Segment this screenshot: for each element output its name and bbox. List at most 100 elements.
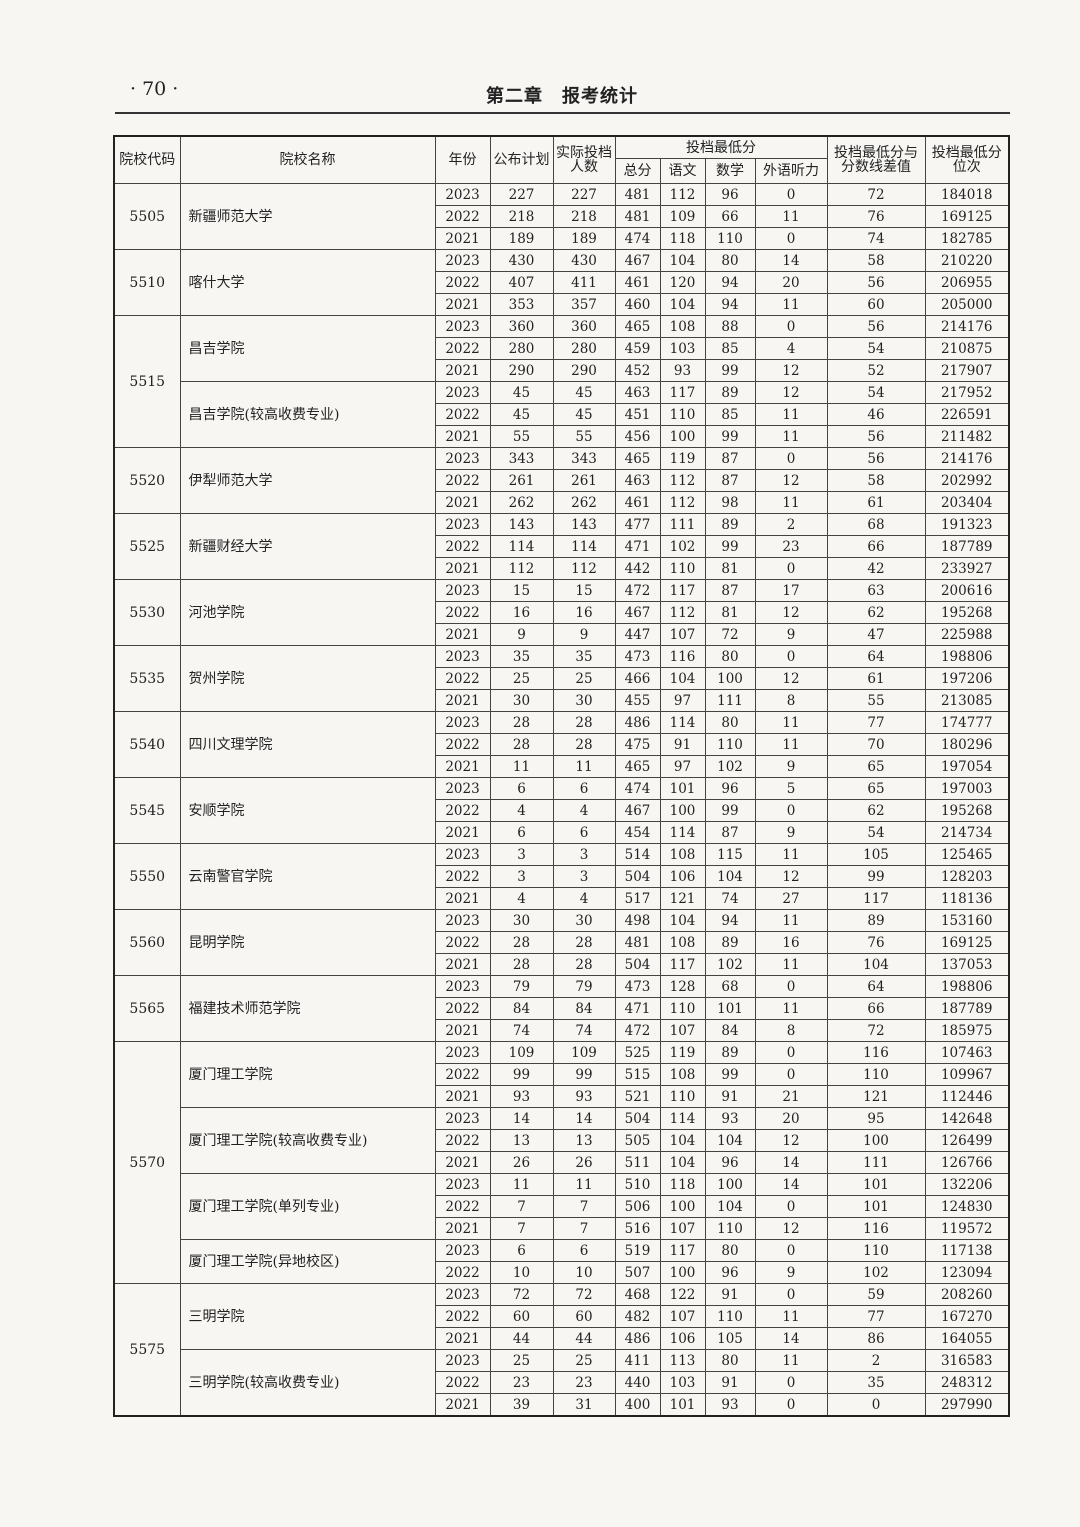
cell-rank: 226591	[924, 403, 1010, 426]
cell-actual: 343	[552, 447, 616, 470]
school-name: 喀什大学	[179, 249, 436, 316]
cell-math: 101	[704, 997, 756, 1020]
cell-plan: 10	[489, 1261, 554, 1284]
cell-actual: 28	[552, 953, 616, 976]
cell-listening: 11	[754, 1349, 828, 1372]
table-row: 厦门理工学院(较高收费专业) 2023 14 14 504 114 93 20 95 142648	[114, 1107, 1010, 1174]
cell-plan: 4	[489, 887, 554, 910]
cell-diff: 102	[826, 1261, 926, 1284]
table-row: 2022 7 7 506 100 104 0 101 124830	[114, 1195, 1010, 1218]
cell-year: 2022	[434, 601, 491, 624]
header-plan: 公布计划	[489, 135, 554, 184]
cell-chinese: 107	[659, 623, 706, 646]
cell-plan: 4	[489, 799, 554, 822]
cell-chinese: 117	[659, 1239, 706, 1262]
cell-year: 2021	[434, 953, 491, 976]
cell-rank: 107463	[924, 1041, 1010, 1064]
cell-total: 454	[614, 821, 661, 844]
cell-year: 2023	[434, 183, 491, 206]
header-year: 年份	[434, 135, 491, 184]
school-code: 5560	[113, 909, 181, 976]
cell-rank: 126766	[924, 1151, 1010, 1174]
cell-chinese: 108	[659, 1063, 706, 1086]
cell-rank: 214176	[924, 447, 1010, 470]
cell-listening: 9	[754, 821, 828, 844]
cell-year: 2021	[434, 887, 491, 910]
table-row: 5560 昆明学院 2023 30 30 498 104 94 11 89 153160	[113, 909, 1010, 976]
cell-actual: 35	[552, 645, 616, 668]
cell-rank: 214176	[924, 315, 1010, 338]
header-diff: 投档最低分与分数线差值	[826, 135, 926, 184]
cell-plan: 7	[489, 1195, 554, 1218]
cell-rank: 217952	[924, 381, 1010, 404]
cell-total: 411	[614, 1349, 661, 1372]
cell-plan: 25	[489, 667, 554, 690]
cell-rank: 119572	[924, 1217, 1010, 1240]
cell-diff: 72	[826, 183, 926, 206]
school-code: 5525	[113, 513, 181, 580]
school-code: 5565	[113, 975, 181, 1042]
cell-listening: 0	[754, 799, 828, 822]
cell-total: 504	[614, 865, 661, 888]
table-row: 2022 3 3 504 106 104 12 99 128203	[114, 865, 1010, 888]
cell-total: 481	[614, 931, 661, 954]
cell-plan: 6	[489, 777, 554, 800]
cell-chinese: 102	[659, 535, 706, 558]
cell-plan: 112	[489, 557, 554, 580]
cell-diff: 66	[826, 535, 926, 558]
cell-total: 514	[614, 843, 661, 866]
cell-actual: 15	[552, 579, 616, 602]
cell-rank: 208260	[924, 1283, 1010, 1306]
cell-diff: 56	[826, 425, 926, 448]
cell-plan: 407	[489, 271, 554, 294]
cell-diff: 101	[826, 1173, 926, 1196]
cell-plan: 261	[489, 469, 554, 492]
cell-plan: 44	[489, 1327, 554, 1350]
cell-rank: 167270	[924, 1305, 1010, 1328]
cell-actual: 189	[552, 227, 616, 250]
cell-rank: 123094	[924, 1261, 1010, 1284]
cell-plan: 23	[489, 1371, 554, 1394]
cell-math: 102	[704, 755, 756, 778]
cell-math: 98	[704, 491, 756, 514]
cell-listening: 11	[754, 1305, 828, 1328]
cell-year: 2021	[434, 821, 491, 844]
table-row: 2022 84 84 471 110 101 11 66 187789	[114, 997, 1010, 1020]
cell-total: 505	[614, 1129, 661, 1152]
cell-total: 521	[614, 1085, 661, 1108]
cell-diff: 64	[826, 975, 926, 998]
cell-diff: 2	[826, 1349, 926, 1372]
cell-diff: 77	[826, 711, 926, 734]
cell-chinese: 107	[659, 1019, 706, 1042]
cell-actual: 44	[552, 1327, 616, 1350]
cell-rank: 211482	[924, 425, 1010, 448]
cell-chinese: 104	[659, 667, 706, 690]
cell-actual: 60	[552, 1305, 616, 1328]
cell-total: 472	[614, 1019, 661, 1042]
cell-listening: 11	[754, 909, 828, 932]
table-row: 厦门理工学院(单列专业) 2023 11 11 510 118 100 14 101 132206	[114, 1173, 1010, 1240]
cell-rank: 198806	[924, 645, 1010, 668]
cell-chinese: 101	[659, 1393, 706, 1417]
cell-actual: 262	[552, 491, 616, 514]
cell-diff: 35	[826, 1371, 926, 1394]
cell-year: 2021	[434, 1085, 491, 1108]
cell-listening: 11	[754, 425, 828, 448]
school-code: 5545	[113, 777, 181, 844]
school-name: 三明学院(较高收费专业)	[179, 1349, 436, 1417]
cell-rank: 205000	[924, 293, 1010, 316]
cell-year: 2022	[434, 865, 491, 888]
cell-math: 74	[704, 887, 756, 910]
cell-plan: 28	[489, 733, 554, 756]
cell-actual: 55	[552, 425, 616, 448]
cell-year: 2021	[434, 1019, 491, 1042]
cell-math: 88	[704, 315, 756, 338]
cell-chinese: 111	[659, 513, 706, 536]
header-math: 数学	[704, 158, 756, 184]
cell-math: 105	[704, 1327, 756, 1350]
cell-rank: 180296	[924, 733, 1010, 756]
cell-chinese: 104	[659, 249, 706, 272]
cell-year: 2022	[434, 403, 491, 426]
table-row: 2021 30 30 455 97 111 8 55 213085	[114, 689, 1010, 712]
table-row: 2022 4 4 467 100 99 0 62 195268	[114, 799, 1010, 822]
